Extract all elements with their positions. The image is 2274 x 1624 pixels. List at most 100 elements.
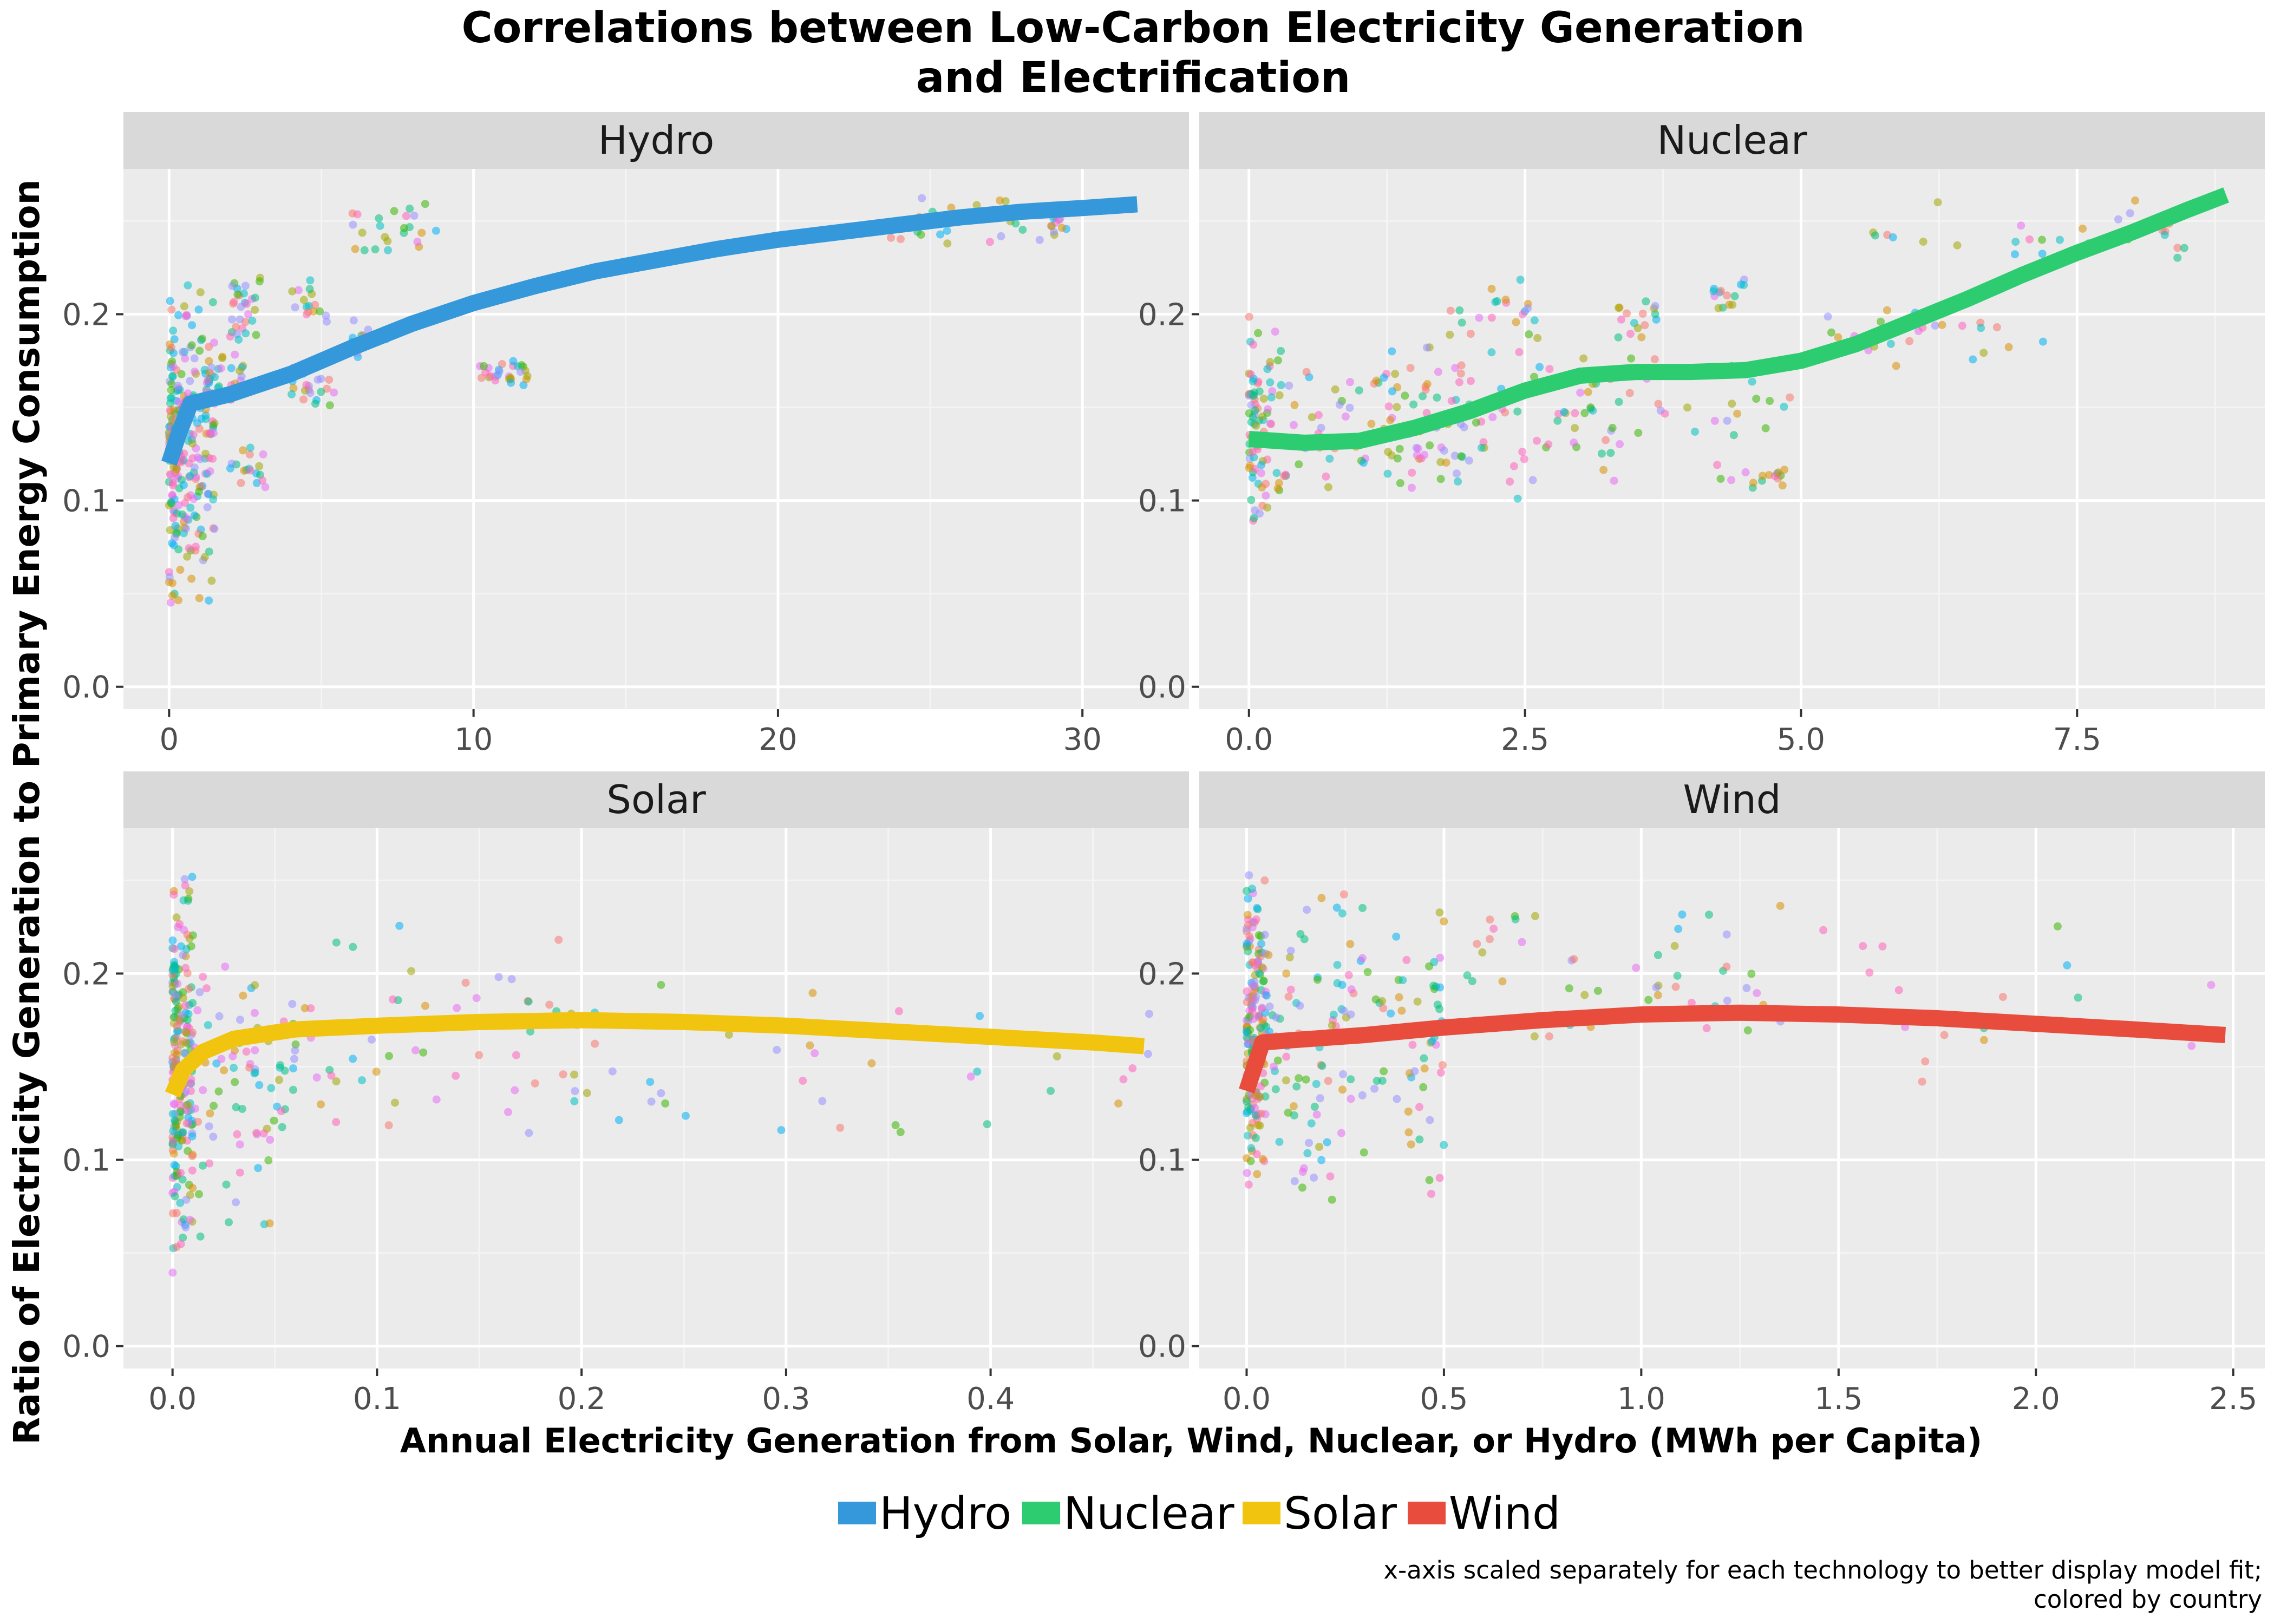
scatter-point — [918, 194, 926, 202]
scatter-point — [332, 1077, 341, 1086]
scatter-point — [1865, 968, 1874, 977]
scatter-point — [1296, 1001, 1304, 1010]
scatter-point — [201, 449, 210, 458]
facet-strip-label: Wind — [1683, 777, 1781, 822]
scatter-point — [204, 376, 212, 385]
scatter-point — [349, 942, 357, 951]
scatter-point — [177, 1240, 185, 1248]
scatter-point — [1244, 1180, 1253, 1189]
scatter-point — [1457, 361, 1466, 370]
facet-strip-label: Solar — [606, 777, 706, 822]
scatter-point — [1341, 412, 1350, 421]
scatter-point — [421, 1001, 429, 1010]
scatter-point — [1313, 975, 1322, 984]
scatter-point — [1979, 1036, 1988, 1044]
scatter-point — [1384, 402, 1393, 411]
scatter-point — [227, 315, 236, 324]
scatter-point — [195, 487, 204, 496]
scatter-point — [1386, 416, 1395, 424]
scatter-point — [1519, 310, 1527, 318]
facet-hydro: Hydro 0 10 20 30 0.0 0.1 0.2 — [62, 112, 1189, 757]
scatter-point — [1728, 300, 1737, 309]
x-tick-label: 1.5 — [1814, 1381, 1863, 1417]
scatter-point — [181, 964, 190, 972]
scatter-point — [1256, 1121, 1264, 1130]
scatter-point — [275, 1076, 283, 1084]
scatter-point — [1316, 1094, 1324, 1103]
scatter-point — [1257, 1082, 1265, 1091]
scatter-point — [1434, 368, 1442, 376]
scatter-point — [1275, 391, 1284, 400]
scatter-point — [495, 367, 504, 376]
scatter-point — [1687, 999, 1696, 1007]
scatter-point — [1337, 1129, 1345, 1137]
scatter-point — [239, 991, 247, 1000]
scatter-point — [1571, 409, 1579, 417]
scatter-point — [1670, 942, 1679, 950]
scatter-point — [188, 873, 197, 881]
scatter-point — [280, 1066, 289, 1075]
scatter-point — [323, 317, 331, 326]
scatter-point — [507, 378, 515, 387]
scatter-point — [192, 473, 200, 481]
scatter-point — [1335, 401, 1344, 409]
scatter-point — [1282, 1052, 1291, 1061]
scatter-point — [1409, 400, 1418, 409]
scatter-point — [1407, 1140, 1415, 1149]
scatter-point — [1371, 995, 1380, 1004]
scatter-point — [2011, 250, 2019, 259]
scatter-point — [168, 1110, 177, 1118]
scatter-point — [661, 1099, 670, 1108]
scatter-point — [289, 1064, 297, 1073]
scatter-point — [175, 920, 184, 928]
scatter-point — [199, 1161, 207, 1170]
scatter-point — [1264, 951, 1273, 959]
scatter-point — [372, 1068, 381, 1076]
scatter-point — [1894, 986, 1903, 994]
scatter-point — [1380, 1067, 1388, 1076]
scatter-point — [1250, 514, 1258, 522]
legend-label: Nuclear — [1063, 1488, 1234, 1540]
scatter-point — [1579, 354, 1588, 363]
scatter-point — [238, 1105, 246, 1113]
scatter-point — [1419, 1083, 1428, 1091]
scatter-point — [1250, 391, 1258, 400]
scatter-point — [1931, 322, 1939, 330]
scatter-point — [1392, 932, 1401, 941]
scatter-point — [1919, 238, 1927, 246]
scatter-point — [1358, 954, 1367, 962]
scatter-point — [395, 921, 404, 930]
scatter-point — [1617, 315, 1625, 324]
scatter-point — [1774, 468, 1782, 477]
scatter-point — [255, 462, 264, 470]
scatter-point — [304, 308, 312, 316]
facet-wind: Wind 0.0 0.5 1.0 1.5 2.0 2.5 0.0 0.1 0.2 — [1138, 771, 2265, 1417]
scatter-point — [985, 238, 994, 246]
scatter-point — [1510, 462, 1518, 470]
scatter-point — [479, 362, 488, 370]
scatter-point — [1290, 1177, 1299, 1186]
scatter-point — [1258, 501, 1267, 510]
scatter-point — [256, 277, 264, 286]
scatter-point — [167, 343, 175, 352]
scatter-point — [2011, 238, 2020, 246]
scatter-point — [1243, 987, 1251, 996]
scatter-point — [1274, 356, 1282, 365]
scatter-point — [265, 1219, 274, 1228]
scatter-point — [196, 1232, 205, 1241]
scatter-point — [166, 470, 175, 479]
scatter-point — [1455, 306, 1464, 315]
scatter-point — [371, 245, 380, 254]
x-tick-label: 0.4 — [966, 1381, 1015, 1417]
scatter-point — [1426, 1116, 1434, 1124]
scatter-point — [1315, 1143, 1324, 1151]
scatter-point — [1580, 991, 1589, 999]
scatter-point — [1299, 1164, 1308, 1173]
scatter-point — [1565, 984, 1573, 993]
scatter-point — [400, 224, 408, 232]
scatter-point — [1457, 452, 1466, 461]
scatter-point — [1436, 953, 1445, 962]
y-tick-label: 0.2 — [1138, 297, 1186, 332]
scatter-point — [182, 524, 190, 533]
